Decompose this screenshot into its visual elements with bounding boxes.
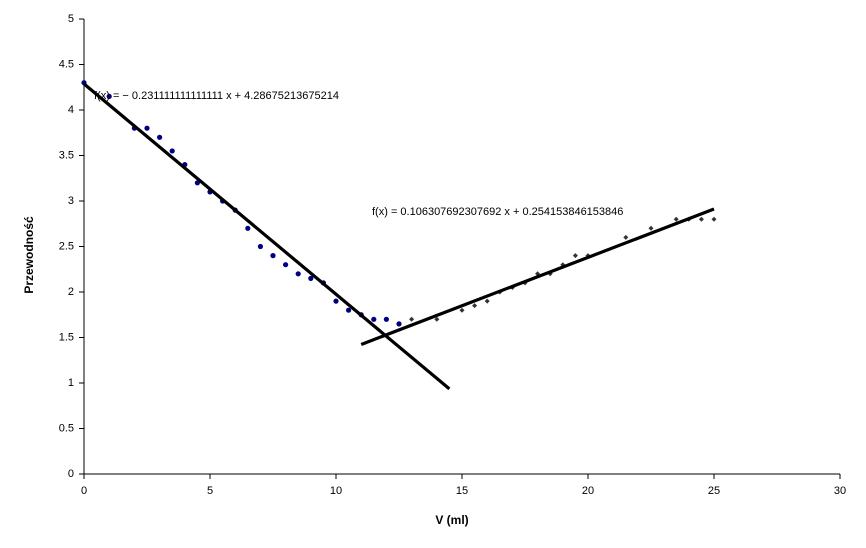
point <box>106 93 112 99</box>
point <box>434 316 440 322</box>
x-tick-label: 15 <box>456 485 468 497</box>
y-tick-label: 1 <box>68 377 74 389</box>
point <box>383 316 389 322</box>
x-tick-label: 20 <box>582 485 594 497</box>
point <box>169 148 175 154</box>
y-tick-label: 3.5 <box>59 149 74 161</box>
y-tick-label: 0.5 <box>59 422 74 434</box>
trendline-equation: f(x) = 0.106307692307692 x + 0.254153846… <box>372 206 623 218</box>
point <box>245 225 251 231</box>
y-axis-label: Przewodność <box>22 216 36 294</box>
x-tick-label: 0 <box>81 485 87 497</box>
y-tick-label: 0 <box>68 468 74 480</box>
point <box>283 262 289 268</box>
point <box>157 134 163 140</box>
point <box>572 253 578 259</box>
point <box>698 216 704 222</box>
point <box>144 125 150 131</box>
y-tick-label: 1.5 <box>59 331 74 343</box>
y-tick-label: 4 <box>68 104 74 116</box>
point <box>257 243 263 250</box>
trendline <box>82 82 451 391</box>
point <box>409 316 415 322</box>
y-tick-label: 2 <box>68 286 74 298</box>
y-tick-label: 2.5 <box>59 240 74 252</box>
point <box>346 307 352 313</box>
point <box>472 303 478 309</box>
point <box>396 321 402 327</box>
point <box>711 216 717 222</box>
point <box>623 234 629 240</box>
point <box>308 275 314 281</box>
point <box>484 298 490 304</box>
x-axis-label: V (ml) <box>435 513 468 527</box>
trendline-equation: f(x) = − 0.231111111111111 x + 4.2867521… <box>94 90 339 102</box>
trendline <box>360 207 715 346</box>
point <box>270 253 276 259</box>
y-tick-label: 5 <box>68 13 74 25</box>
y-tick-label: 3 <box>68 195 74 207</box>
point <box>333 298 339 304</box>
x-tick-label: 25 <box>708 485 720 497</box>
x-tick-label: 5 <box>207 485 213 497</box>
point <box>673 216 679 222</box>
point <box>295 271 301 277</box>
x-tick-label: 30 <box>834 485 846 497</box>
point <box>459 307 465 313</box>
point <box>648 225 654 231</box>
x-tick-label: 10 <box>330 485 342 497</box>
point <box>371 316 377 322</box>
y-tick-label: 4.5 <box>59 58 74 70</box>
